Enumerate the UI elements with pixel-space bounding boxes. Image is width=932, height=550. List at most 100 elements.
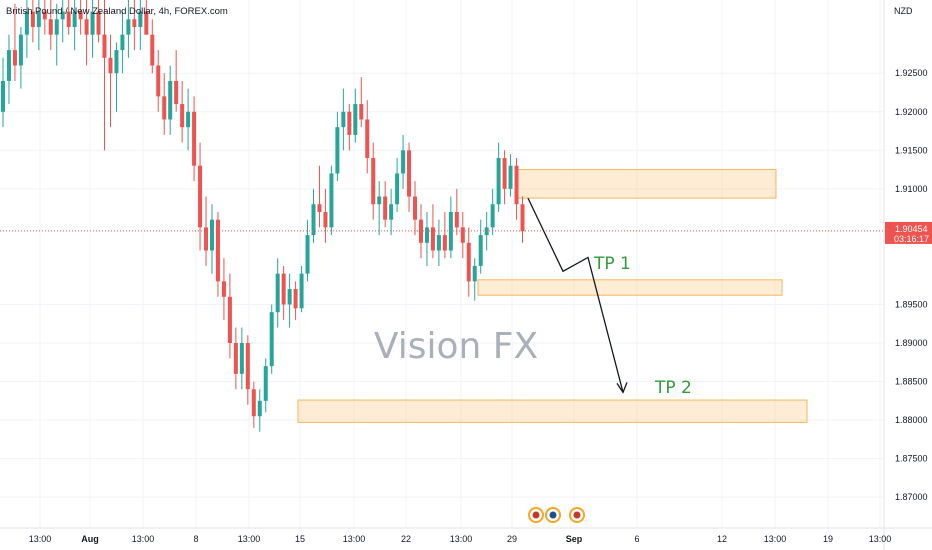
candle-body	[12, 50, 17, 66]
candle-body	[395, 173, 400, 205]
candle-body	[383, 196, 388, 220]
candle-body	[407, 150, 412, 197]
candle-body	[424, 227, 429, 243]
candle-body	[353, 104, 358, 135]
x-tick-label: 13:00	[238, 534, 261, 544]
x-tick-label: 6	[634, 534, 639, 544]
candle-body	[281, 273, 286, 305]
candle-body	[186, 111, 191, 128]
candle-body	[198, 165, 203, 228]
x-tick-label: 13:00	[343, 534, 366, 544]
candle-body	[30, 11, 35, 27]
candle-body	[413, 196, 418, 220]
candle-body	[341, 111, 346, 128]
candle-body	[377, 196, 382, 205]
x-tick-label: Sep	[566, 534, 583, 544]
event-flag-center	[532, 511, 540, 519]
y-tick-label: 1.91500	[895, 145, 928, 155]
price-zone	[516, 169, 777, 199]
x-tick-label: Aug	[81, 534, 99, 544]
candle-body	[293, 289, 298, 309]
candle-body	[42, 11, 47, 20]
candle-body	[323, 211, 328, 228]
candle-body	[102, 34, 107, 58]
y-tick-label: 1.87000	[895, 492, 928, 502]
zones	[297, 169, 808, 423]
candle-body	[54, 19, 59, 35]
candle-body	[401, 150, 406, 174]
projection-arrow	[527, 197, 624, 393]
candle-body	[490, 204, 495, 228]
candle-body	[496, 158, 501, 205]
event-icons[interactable]	[528, 507, 585, 523]
candle-body	[263, 366, 268, 401]
axes: British Pound / New Zealand Dollar, 4h, …	[6, 6, 928, 544]
candle-body	[442, 235, 447, 251]
candle-body	[502, 158, 507, 189]
candle-body	[126, 19, 131, 35]
candle-body	[156, 65, 161, 97]
candle-body	[215, 219, 220, 282]
y-tick-label: 1.88000	[895, 415, 928, 425]
y-tick-label: 1.92000	[895, 107, 928, 117]
x-tick-label: 22	[401, 534, 411, 544]
candle-body	[84, 19, 89, 35]
currency-label: NZD	[894, 6, 913, 16]
x-tick-label: 12	[717, 534, 727, 544]
price-zone	[477, 279, 783, 296]
candle-body	[251, 389, 256, 417]
candle-body	[78, 11, 83, 20]
candle-body	[299, 273, 304, 309]
candle-body	[90, 11, 95, 35]
candle-body	[1, 80, 5, 112]
y-tick-label: 1.88500	[895, 377, 928, 387]
candle-body	[144, 11, 149, 35]
x-tick-label: 29	[507, 534, 517, 544]
projection-arrowhead	[616, 382, 628, 394]
x-tick-label: 13:00	[450, 534, 473, 544]
candle-body	[454, 211, 459, 228]
candle-body	[120, 34, 125, 51]
candle-body	[24, 11, 29, 35]
candle-body	[192, 111, 197, 166]
candle-body	[150, 34, 155, 66]
candle-body	[472, 265, 477, 282]
x-tick-label: 13:00	[29, 534, 52, 544]
price-tag-value: 1.90454	[895, 224, 928, 234]
y-tick-label: 1.92500	[895, 68, 928, 78]
candle-body	[275, 273, 280, 313]
watermark-text: Vision FX	[374, 326, 538, 367]
event-flag-center	[573, 511, 581, 519]
price-zone	[297, 399, 808, 423]
candle-body	[311, 204, 316, 236]
candle-body	[520, 204, 525, 232]
candle-body	[329, 173, 334, 228]
y-tick-label: 1.89000	[895, 338, 928, 348]
candle-body	[317, 204, 322, 212]
candle-body	[245, 343, 250, 390]
y-tick-label: 1.89500	[895, 299, 928, 309]
price-tag-countdown: 03:16:17	[894, 234, 929, 244]
price-tag-bg	[885, 221, 932, 244]
x-tick-label: 19	[823, 534, 833, 544]
candle-body	[36, 11, 41, 27]
candle-body	[239, 343, 244, 374]
x-tick-label: 15	[295, 534, 305, 544]
candle-body	[359, 104, 364, 120]
candle-body	[460, 227, 465, 243]
candle-body	[209, 219, 214, 251]
tp-label: TP 2	[654, 378, 692, 398]
candle-body	[365, 119, 370, 159]
x-tick-label: 13:00	[869, 534, 892, 544]
candle-body	[96, 11, 101, 35]
candle-body	[335, 127, 340, 174]
tp-label: TP 1	[593, 254, 631, 274]
candle-body	[114, 50, 119, 74]
candle-body	[430, 227, 435, 251]
candle-body	[347, 111, 352, 135]
candle-body	[174, 80, 179, 105]
candle-body	[108, 57, 113, 74]
candle-body	[162, 96, 167, 120]
candle-body	[48, 19, 53, 35]
